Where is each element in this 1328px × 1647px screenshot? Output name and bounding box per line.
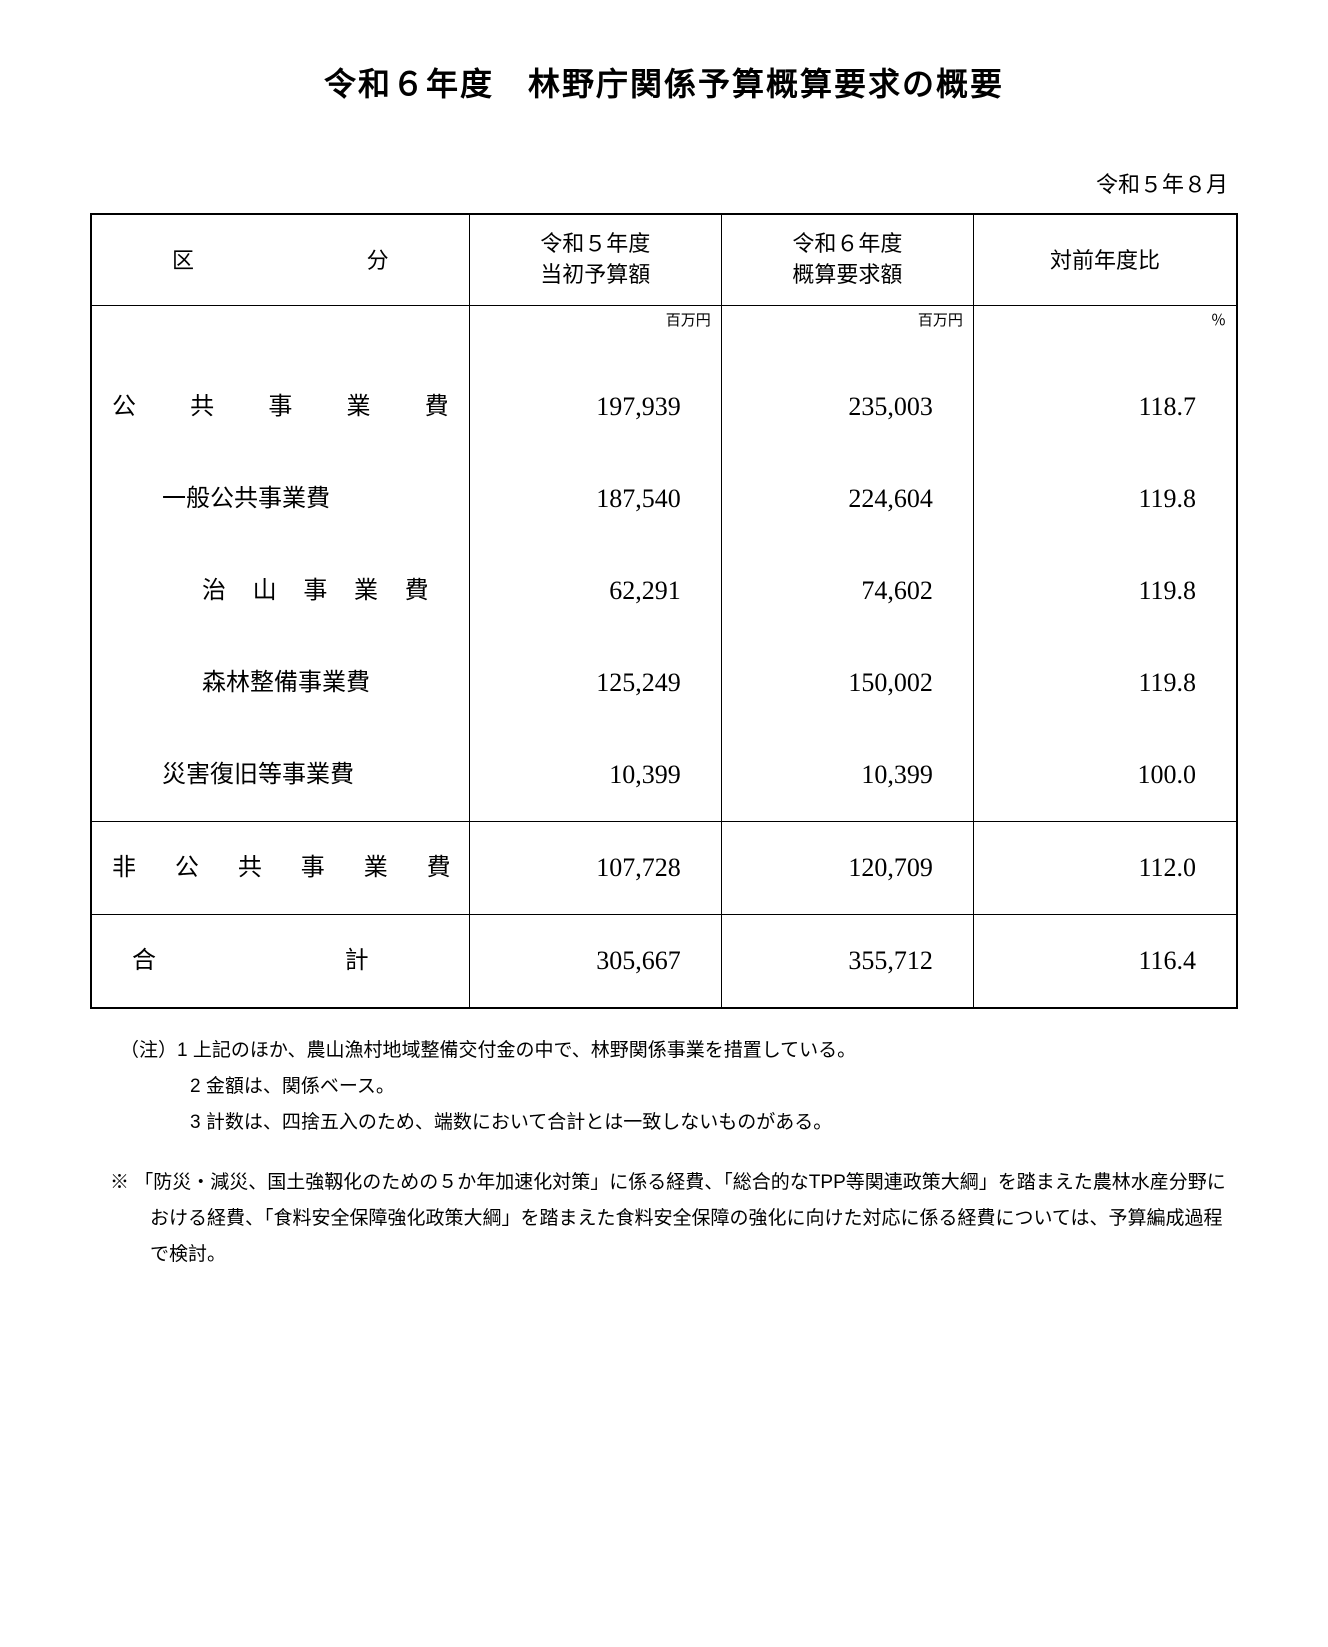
row-value-2: 120,709 (721, 821, 973, 914)
row-label: 森林整備事業費 (91, 637, 469, 729)
row-label: 非 公 共 事 業 費 (91, 821, 469, 914)
row-label-char: 事 (301, 850, 325, 886)
unit-blank (91, 306, 469, 361)
row-label-char: 業 (354, 573, 378, 609)
row-label-char: 費 (427, 850, 451, 886)
row-value-1: 187,540 (469, 453, 721, 545)
header-category: 区 分 (91, 214, 469, 306)
row-value-1: 197,939 (469, 361, 721, 453)
note-2-prefix: 2 (190, 1076, 201, 1097)
note-1-text: 上記のほか、農山漁村地域整備交付金の中で、林野関係事業を措置している。 (193, 1040, 856, 1061)
row-label-char: 費 (405, 573, 429, 609)
table-row: 治 山 事 業 費 62,291 74,602 119.8 (91, 545, 1237, 637)
row-label-char: 費 (425, 389, 449, 425)
note-3-prefix: 3 (190, 1112, 201, 1133)
table-row-nonpublic: 非 公 共 事 業 費 107,728 120,709 112.0 (91, 821, 1237, 914)
row-label-char: 業 (364, 850, 388, 886)
note-2: 2 金額は、関係ベース。 (180, 1069, 1238, 1105)
table-row: 森林整備事業費 125,249 150,002 119.8 (91, 637, 1237, 729)
unit-money-2: 百万円 (721, 306, 973, 361)
table-row: 一般公共事業費 187,540 224,604 119.8 (91, 453, 1237, 545)
row-label-char: 合 (132, 943, 156, 979)
row-label-char: 事 (303, 573, 327, 609)
table-row: 災害復旧等事業費 10,399 10,399 100.0 (91, 729, 1237, 822)
row-label-char: 山 (253, 573, 277, 609)
table-row-total: 合 計 305,667 355,712 116.4 (91, 914, 1237, 1008)
note-asterisk: ※ 「防災・減災、国土強靱化のための５か年加速化対策」に係る経費、「総合的なTP… (90, 1165, 1238, 1273)
row-label-char: 治 (202, 573, 226, 609)
row-value-2: 235,003 (721, 361, 973, 453)
budget-table: 区 分 令和５年度 当初予算額 令和６年度 概算要求額 対前年度比 百 (90, 213, 1238, 1009)
page-title: 令和６年度 林野庁関係予算概算要求の概要 (90, 60, 1238, 108)
unit-money-1: 百万円 (469, 306, 721, 361)
row-label-char: 共 (238, 850, 262, 886)
row-label-char: 業 (346, 389, 370, 425)
header-col3: 対前年度比 (973, 214, 1237, 306)
header-col1-line1: 令和５年度 (470, 229, 721, 260)
header-category-b: 分 (367, 244, 389, 277)
row-value-2: 10,399 (721, 729, 973, 822)
note-1: （注）1 上記のほか、農山漁村地域整備交付金の中で、林野関係事業を措置している。 (180, 1033, 1238, 1069)
row-value-2: 74,602 (721, 545, 973, 637)
row-value-1: 62,291 (469, 545, 721, 637)
header-col2-line2: 概算要求額 (722, 260, 973, 291)
row-value-2: 150,002 (721, 637, 973, 729)
row-value-1: 10,399 (469, 729, 721, 822)
row-label-char: 計 (345, 943, 369, 979)
row-label-char: 公 (112, 389, 136, 425)
note-3: 3 計数は、四捨五入のため、端数において合計とは一致しないものがある。 (180, 1105, 1238, 1141)
table-header-row: 区 分 令和５年度 当初予算額 令和６年度 概算要求額 対前年度比 (91, 214, 1237, 306)
row-pct: 116.4 (973, 914, 1237, 1008)
row-label-char: 非 (112, 850, 136, 886)
unit-row: 百万円 百万円 ％ (91, 306, 1237, 361)
header-category-a: 区 (172, 244, 194, 277)
row-label: 治 山 事 業 費 (91, 545, 469, 637)
row-value-2: 355,712 (721, 914, 973, 1008)
row-pct: 112.0 (973, 821, 1237, 914)
table-row: 公 共 事 業 費 197,939 235,003 118.7 (91, 361, 1237, 453)
row-value-1: 305,667 (469, 914, 721, 1008)
row-label: 公 共 事 業 費 (91, 361, 469, 453)
header-col1-line2: 当初予算額 (470, 260, 721, 291)
header-col2: 令和６年度 概算要求額 (721, 214, 973, 306)
row-label: 合 計 (91, 914, 469, 1008)
row-value-1: 107,728 (469, 821, 721, 914)
row-pct: 119.8 (973, 545, 1237, 637)
notes-section: （注）1 上記のほか、農山漁村地域整備交付金の中で、林野関係事業を措置している。… (90, 1033, 1238, 1274)
row-label-char: 事 (268, 389, 292, 425)
row-value-2: 224,604 (721, 453, 973, 545)
row-label-char: 公 (175, 850, 199, 886)
row-pct: 119.8 (973, 637, 1237, 729)
note-2-text: 金額は、関係ベース。 (206, 1076, 395, 1097)
note-asterisk-text: 「防災・減災、国土強靱化のための５か年加速化対策」に係る経費、「総合的なTPP等… (134, 1172, 1225, 1265)
row-value-1: 125,249 (469, 637, 721, 729)
row-pct: 119.8 (973, 453, 1237, 545)
row-label: 一般公共事業費 (91, 453, 469, 545)
note-3-text: 計数は、四捨五入のため、端数において合計とは一致しないものがある。 (206, 1112, 832, 1133)
row-pct: 118.7 (973, 361, 1237, 453)
row-label: 災害復旧等事業費 (91, 729, 469, 822)
unit-pct: ％ (973, 306, 1237, 361)
document-date: 令和５年８月 (90, 168, 1238, 201)
row-label-char: 共 (190, 389, 214, 425)
header-col1: 令和５年度 当初予算額 (469, 214, 721, 306)
row-pct: 100.0 (973, 729, 1237, 822)
header-col2-line1: 令和６年度 (722, 229, 973, 260)
note-1-prefix: （注）1 (120, 1040, 188, 1061)
note-asterisk-prefix: ※ (110, 1172, 129, 1193)
